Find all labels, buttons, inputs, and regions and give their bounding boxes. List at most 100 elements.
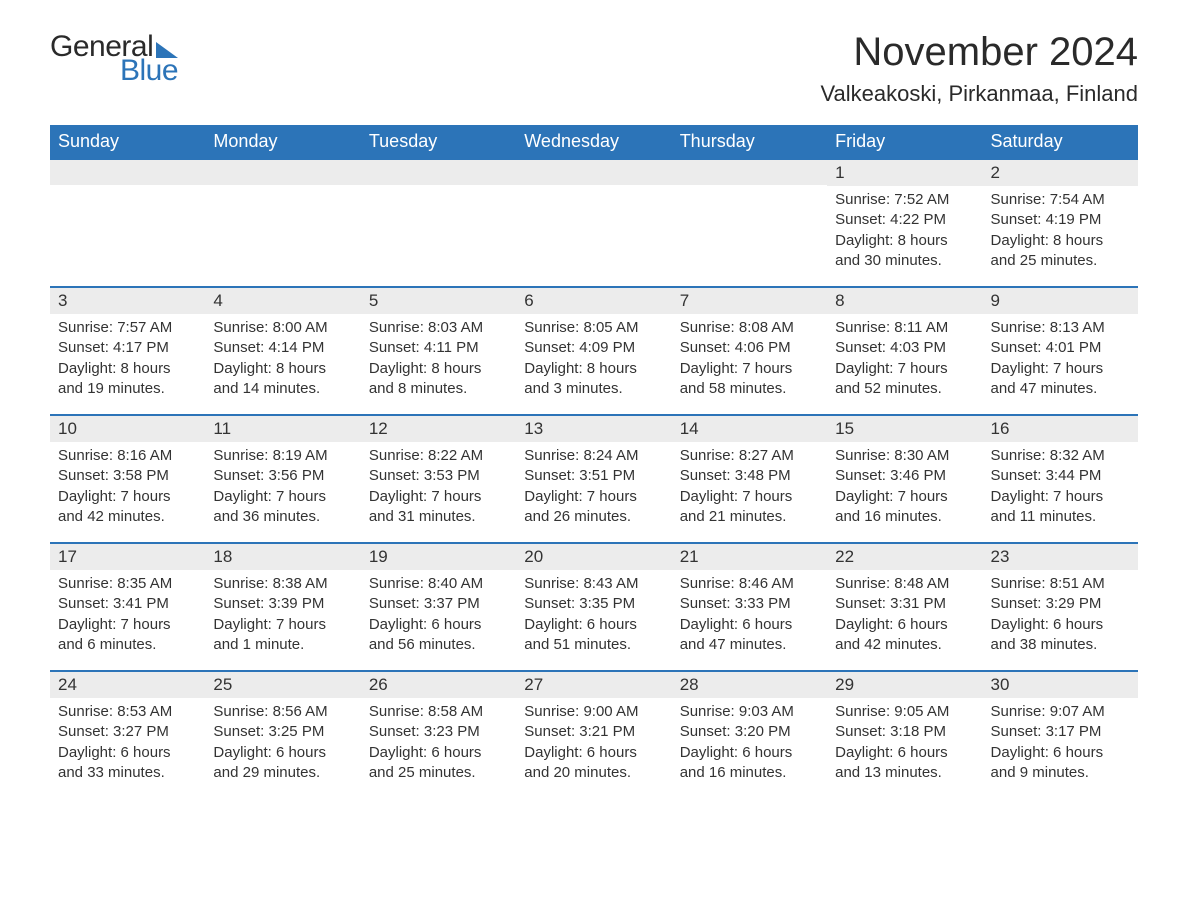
day-dl2: and 36 minutes.	[213, 507, 352, 527]
day-sunset: Sunset: 4:14 PM	[213, 338, 352, 358]
day-dl1: Daylight: 8 hours	[213, 359, 352, 379]
calendar-day-cell: 28Sunrise: 9:03 AMSunset: 3:20 PMDayligh…	[672, 670, 827, 798]
day-sunset: Sunset: 3:41 PM	[58, 594, 197, 614]
day-number: 17	[50, 542, 205, 570]
calendar-day-cell: 17Sunrise: 8:35 AMSunset: 3:41 PMDayligh…	[50, 542, 205, 670]
day-sunrise: Sunrise: 8:58 AM	[369, 702, 508, 722]
day-sunrise: Sunrise: 8:11 AM	[835, 318, 974, 338]
day-number: 26	[361, 670, 516, 698]
calendar-week-row: 10Sunrise: 8:16 AMSunset: 3:58 PMDayligh…	[50, 414, 1138, 542]
day-dl1: Daylight: 8 hours	[835, 231, 974, 251]
day-sunset: Sunset: 4:19 PM	[991, 210, 1130, 230]
logo: General Blue	[50, 30, 178, 88]
day-dl1: Daylight: 7 hours	[58, 487, 197, 507]
day-detail: Sunrise: 9:03 AMSunset: 3:20 PMDaylight:…	[672, 698, 827, 787]
day-sunset: Sunset: 4:03 PM	[835, 338, 974, 358]
day-dl2: and 3 minutes.	[524, 379, 663, 399]
day-cell-wrap: 22Sunrise: 8:48 AMSunset: 3:31 PMDayligh…	[827, 542, 982, 670]
day-sunrise: Sunrise: 8:40 AM	[369, 574, 508, 594]
day-detail: Sunrise: 8:53 AMSunset: 3:27 PMDaylight:…	[50, 698, 205, 787]
calendar-day-cell: 4Sunrise: 8:00 AMSunset: 4:14 PMDaylight…	[205, 286, 360, 414]
day-detail: Sunrise: 7:57 AMSunset: 4:17 PMDaylight:…	[50, 314, 205, 403]
day-dl2: and 30 minutes.	[835, 251, 974, 271]
calendar-day-cell: 15Sunrise: 8:30 AMSunset: 3:46 PMDayligh…	[827, 414, 982, 542]
day-number: 30	[983, 670, 1138, 698]
day-sunset: Sunset: 3:37 PM	[369, 594, 508, 614]
day-number: 15	[827, 414, 982, 442]
day-number: 23	[983, 542, 1138, 570]
day-detail: Sunrise: 8:35 AMSunset: 3:41 PMDaylight:…	[50, 570, 205, 659]
day-sunset: Sunset: 3:56 PM	[213, 466, 352, 486]
empty-day-bar	[205, 158, 360, 185]
month-title: November 2024	[820, 30, 1138, 75]
calendar-day-cell: 13Sunrise: 8:24 AMSunset: 3:51 PMDayligh…	[516, 414, 671, 542]
calendar-empty-cell	[516, 158, 671, 286]
day-number: 22	[827, 542, 982, 570]
calendar-day-cell: 20Sunrise: 8:43 AMSunset: 3:35 PMDayligh…	[516, 542, 671, 670]
day-sunrise: Sunrise: 8:53 AM	[58, 702, 197, 722]
day-number: 29	[827, 670, 982, 698]
day-sunset: Sunset: 3:23 PM	[369, 722, 508, 742]
day-sunrise: Sunrise: 9:03 AM	[680, 702, 819, 722]
day-dl2: and 31 minutes.	[369, 507, 508, 527]
day-number: 7	[672, 286, 827, 314]
day-dl2: and 52 minutes.	[835, 379, 974, 399]
day-sunset: Sunset: 3:27 PM	[58, 722, 197, 742]
day-dl2: and 58 minutes.	[680, 379, 819, 399]
day-detail: Sunrise: 8:24 AMSunset: 3:51 PMDaylight:…	[516, 442, 671, 531]
calendar-empty-cell	[50, 158, 205, 286]
day-dl2: and 25 minutes.	[369, 763, 508, 783]
day-cell-wrap: 27Sunrise: 9:00 AMSunset: 3:21 PMDayligh…	[516, 670, 671, 798]
day-sunset: Sunset: 4:06 PM	[680, 338, 819, 358]
day-detail: Sunrise: 8:58 AMSunset: 3:23 PMDaylight:…	[361, 698, 516, 787]
day-detail: Sunrise: 7:54 AMSunset: 4:19 PMDaylight:…	[983, 186, 1138, 275]
title-block: November 2024 Valkeakoski, Pirkanmaa, Fi…	[820, 30, 1138, 117]
day-sunset: Sunset: 4:01 PM	[991, 338, 1130, 358]
day-sunrise: Sunrise: 8:19 AM	[213, 446, 352, 466]
day-cell-wrap: 6Sunrise: 8:05 AMSunset: 4:09 PMDaylight…	[516, 286, 671, 414]
day-detail: Sunrise: 8:05 AMSunset: 4:09 PMDaylight:…	[516, 314, 671, 403]
day-number: 3	[50, 286, 205, 314]
empty-day-bar	[50, 158, 205, 185]
day-sunset: Sunset: 3:39 PM	[213, 594, 352, 614]
day-sunset: Sunset: 3:29 PM	[991, 594, 1130, 614]
day-sunset: Sunset: 3:35 PM	[524, 594, 663, 614]
day-sunrise: Sunrise: 8:46 AM	[680, 574, 819, 594]
day-dl2: and 14 minutes.	[213, 379, 352, 399]
calendar-day-cell: 3Sunrise: 7:57 AMSunset: 4:17 PMDaylight…	[50, 286, 205, 414]
day-sunset: Sunset: 3:31 PM	[835, 594, 974, 614]
logo-text-blue: Blue	[120, 54, 178, 88]
day-cell-wrap: 16Sunrise: 8:32 AMSunset: 3:44 PMDayligh…	[983, 414, 1138, 542]
calendar-day-cell: 26Sunrise: 8:58 AMSunset: 3:23 PMDayligh…	[361, 670, 516, 798]
day-cell-wrap: 14Sunrise: 8:27 AMSunset: 3:48 PMDayligh…	[672, 414, 827, 542]
empty-day-bar	[361, 158, 516, 185]
day-dl2: and 9 minutes.	[991, 763, 1130, 783]
day-sunset: Sunset: 3:51 PM	[524, 466, 663, 486]
day-sunrise: Sunrise: 8:03 AM	[369, 318, 508, 338]
day-cell-wrap: 11Sunrise: 8:19 AMSunset: 3:56 PMDayligh…	[205, 414, 360, 542]
day-dl2: and 56 minutes.	[369, 635, 508, 655]
weekday-header: Thursday	[672, 125, 827, 158]
day-dl1: Daylight: 6 hours	[524, 615, 663, 635]
day-dl2: and 26 minutes.	[524, 507, 663, 527]
day-cell-wrap: 28Sunrise: 9:03 AMSunset: 3:20 PMDayligh…	[672, 670, 827, 798]
day-cell-wrap: 24Sunrise: 8:53 AMSunset: 3:27 PMDayligh…	[50, 670, 205, 798]
day-dl1: Daylight: 6 hours	[835, 743, 974, 763]
day-dl2: and 42 minutes.	[58, 507, 197, 527]
day-dl2: and 33 minutes.	[58, 763, 197, 783]
day-dl2: and 13 minutes.	[835, 763, 974, 783]
day-detail: Sunrise: 8:27 AMSunset: 3:48 PMDaylight:…	[672, 442, 827, 531]
day-dl2: and 21 minutes.	[680, 507, 819, 527]
day-cell-wrap: 10Sunrise: 8:16 AMSunset: 3:58 PMDayligh…	[50, 414, 205, 542]
day-sunrise: Sunrise: 8:38 AM	[213, 574, 352, 594]
day-dl1: Daylight: 7 hours	[213, 487, 352, 507]
day-detail: Sunrise: 8:38 AMSunset: 3:39 PMDaylight:…	[205, 570, 360, 659]
day-number: 21	[672, 542, 827, 570]
day-dl2: and 29 minutes.	[213, 763, 352, 783]
day-dl1: Daylight: 8 hours	[524, 359, 663, 379]
day-dl1: Daylight: 6 hours	[524, 743, 663, 763]
day-sunset: Sunset: 4:09 PM	[524, 338, 663, 358]
day-cell-wrap: 7Sunrise: 8:08 AMSunset: 4:06 PMDaylight…	[672, 286, 827, 414]
day-cell-wrap: 30Sunrise: 9:07 AMSunset: 3:17 PMDayligh…	[983, 670, 1138, 798]
day-sunset: Sunset: 3:44 PM	[991, 466, 1130, 486]
